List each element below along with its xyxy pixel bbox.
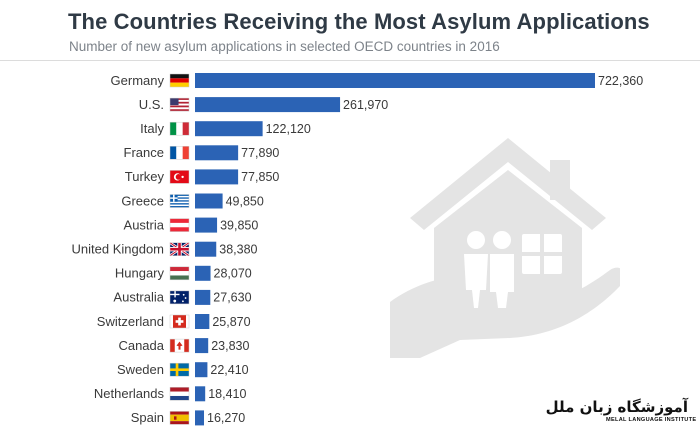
value-label-netherlands: 18,410 [208,387,246,401]
value-label-u-s: 261,970 [343,98,388,112]
bar-united-kingdom [195,241,217,257]
value-label-austria: 39,850 [220,218,258,232]
flag-switzerland-icon [169,314,190,329]
flag-turkey-icon [169,170,190,184]
person-head-shape [467,231,485,249]
flag-germany-icon [169,73,190,88]
category-label-switzerland: Switzerland [97,314,164,329]
category-label-netherlands: Netherlands [94,386,165,401]
flag-australia-icon [169,290,190,305]
value-label-germany: 722,360 [598,74,643,88]
value-label-australia: 27,630 [213,291,251,305]
flag-canada-icon [169,338,190,353]
flag-france-icon [169,146,190,160]
bar-austria [195,217,218,233]
flag-uk-icon [169,241,190,257]
category-label-spain: Spain [131,410,164,425]
value-label-canada: 23,830 [211,339,249,353]
house-hand-illustration [390,138,620,358]
person-body-shape [490,254,514,308]
category-label-sweden: Sweden [117,362,164,377]
bar-germany [195,73,595,88]
value-label-turkey: 77,850 [241,170,279,184]
flag-greece-icon [169,194,190,208]
chart-subtitle: Number of new asylum applications in sel… [69,39,500,54]
bar-sweden [195,362,208,378]
person-head-shape [493,231,511,249]
category-label-u-s: U.S. [139,97,164,112]
flag-hungary-icon [169,266,190,281]
hand-shape [390,267,620,358]
category-label-france: France [124,145,164,160]
bar-hungary [195,265,211,281]
bar-spain [195,410,205,426]
bar-italy [195,121,263,137]
chart-title: The Countries Receiving the Most Asylum … [68,9,650,34]
value-label-hungary: 28,070 [214,267,252,281]
bar-turkey [195,169,239,185]
logo-text-en: MELAL LANGUAGE INSTITUTE [606,417,697,423]
category-label-austria: Austria [124,217,165,232]
institute-logo: آموزشگاه زبان ملل MELAL LANGUAGE INSTITU… [545,398,697,430]
category-label-italy: Italy [140,121,164,136]
category-label-australia: Australia [113,290,164,305]
category-label-germany: Germany [111,73,165,88]
bar-switzerland [195,314,210,329]
house-roof-shape [410,138,606,230]
flag-spain-icon [169,411,190,425]
value-label-italy: 122,120 [266,122,311,136]
bar-greece [195,193,223,209]
value-label-sweden: 22,410 [210,363,248,377]
flag-italy-icon [169,121,190,136]
person-body-shape [464,254,488,308]
bar-australia [195,289,211,305]
category-label-united-kingdom: United Kingdom [72,242,165,257]
category-label-hungary: Hungary [115,266,165,281]
value-label-united-kingdom: 38,380 [219,243,257,257]
header-divider [0,60,700,61]
value-label-greece: 49,850 [226,194,264,208]
bar-netherlands [195,386,206,402]
bar-canada [195,338,209,354]
flag-usa-icon [169,97,190,112]
flag-sweden-icon [169,362,190,377]
bar-france [195,145,239,161]
flag-austria-icon [169,218,190,232]
category-label-turkey: Turkey [125,169,165,184]
house-chimney-shape [550,160,570,200]
value-label-switzerland: 25,870 [212,315,250,329]
category-label-greece: Greece [121,193,164,208]
value-label-spain: 16,270 [207,411,245,425]
category-label-canada: Canada [118,338,164,353]
bar-u-s [195,97,341,113]
flag-netherlands-icon [169,387,190,401]
value-label-france: 77,890 [241,146,279,160]
logo-text-fa: آموزشگاه زبان ملل [545,398,688,416]
